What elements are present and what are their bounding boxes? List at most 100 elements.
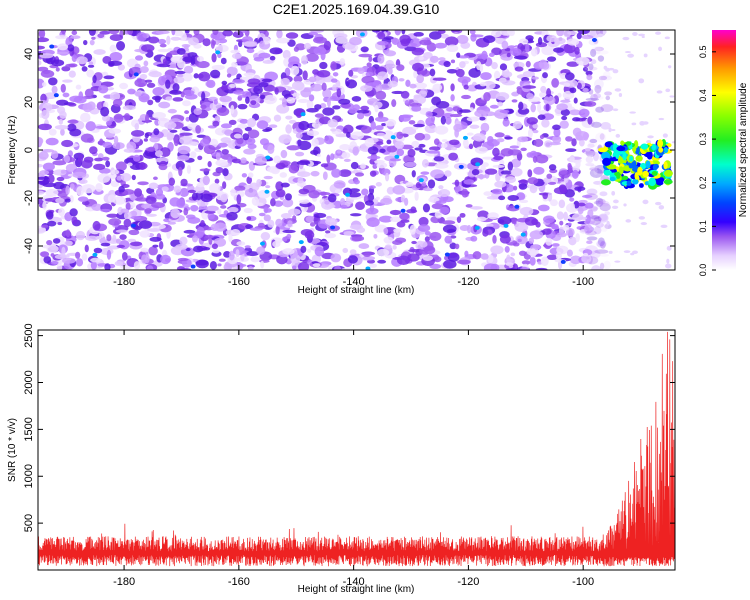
spectrogram-cell: [210, 38, 215, 49]
spectrogram-cell: [605, 95, 611, 101]
spectrogram-cell: [222, 168, 229, 177]
snr-y-tick-label: 1000: [23, 464, 35, 488]
spectrogram-cell: [492, 164, 505, 168]
spectrogram-cell: [133, 261, 141, 270]
spectrogram-cell: [430, 169, 445, 179]
spectrogram-cell: [262, 59, 274, 64]
spectrogram-cell: [269, 55, 276, 61]
spectrogram-cell: [393, 228, 402, 233]
spectrogram-cell: [182, 73, 193, 82]
spectrogram-cell: [565, 148, 577, 153]
spectrogram-cell: [73, 96, 87, 104]
spectrogram-cell: [391, 90, 405, 95]
spectrogram-x-tick-label: -160: [228, 276, 250, 288]
spectrogram-strong-cell: [648, 177, 656, 187]
spectrogram-cell: [164, 121, 177, 129]
spectrogram-cell: [471, 168, 480, 176]
spectrogram-cell: [543, 215, 555, 224]
spectrogram-cell: [93, 247, 103, 254]
spectrogram-cell: [461, 94, 471, 100]
spectrogram-cell: [427, 179, 436, 189]
spectrogram-cell: [165, 79, 171, 89]
spectrogram-cell: [600, 121, 611, 130]
spectrogram-cell: [433, 138, 440, 146]
spectrogram-cell: [259, 40, 265, 48]
spectrogram-cell: [671, 141, 675, 144]
spectrogram-cell: [127, 238, 137, 243]
spectrogram-cell: [83, 39, 88, 46]
spectrogram-cell: [480, 72, 492, 81]
spectrogram-cell: [342, 247, 349, 254]
spectrogram-cell: [477, 99, 487, 104]
spectrogram-cell: [556, 232, 567, 238]
spectrogram-cell: [413, 123, 425, 128]
spectrogram-strong-cell: [651, 143, 657, 151]
spectrogram-cell: [593, 180, 603, 185]
spectrogram-hotspot: [560, 259, 566, 264]
spectrogram-cell: [419, 241, 428, 248]
spectrogram-cell: [377, 71, 389, 81]
spectrogram-cell: [402, 126, 417, 136]
spectrogram-cell: [520, 266, 529, 270]
spectrogram-cell: [320, 163, 329, 168]
spectrogram-strong-cell: [656, 180, 664, 186]
spectrogram-cell: [293, 46, 299, 52]
spectrogram-cell: [585, 230, 597, 236]
spectrogram-cell: [93, 163, 106, 171]
spectrogram-cell: [540, 85, 547, 93]
spectrogram-cell: [441, 220, 456, 225]
spectrogram-cell: [260, 232, 271, 241]
spectrogram-strong-cell: [609, 157, 619, 162]
spectrogram-cell: [614, 88, 622, 92]
spectrogram-cell: [378, 215, 393, 223]
spectrogram-cell: [173, 30, 184, 37]
spectrogram-cell: [498, 195, 506, 201]
spectrogram-cell: [414, 147, 423, 151]
spectrogram-y-tick-label: 20: [23, 96, 35, 108]
spectrogram-cell: [42, 201, 47, 210]
spectrogram-cell: [64, 198, 71, 203]
spectrogram-cell: [158, 163, 168, 171]
spectrogram-cell: [313, 212, 327, 219]
spectrogram-cell: [308, 190, 320, 199]
spectrogram-cell: [161, 186, 169, 192]
spectrogram-cell: [274, 87, 279, 95]
spectrogram-cell: [360, 125, 372, 134]
spectrogram-cell: [300, 228, 313, 236]
spectrogram-cell: [432, 83, 443, 92]
spectrogram-cell: [134, 91, 142, 97]
spectrogram-cell: [332, 105, 341, 110]
spectrogram-cell: [55, 35, 68, 40]
spectrogram-cell: [130, 129, 145, 137]
spectrogram-cell: [45, 137, 59, 146]
spectrogram-cell: [256, 178, 262, 187]
spectrogram-cell: [234, 185, 246, 192]
spectrogram-cell: [296, 160, 311, 166]
spectrogram-cell: [305, 53, 319, 62]
spectrogram-cell: [632, 31, 638, 36]
spectrogram-cell: [324, 200, 330, 205]
spectrogram-cell: [184, 30, 190, 34]
spectrogram-cell: [237, 94, 252, 98]
spectrogram-cell: [473, 133, 486, 142]
spectrogram-cell: [38, 151, 49, 160]
spectrogram-cell: [566, 249, 573, 257]
spectrogram-cell: [334, 189, 341, 194]
spectrogram-cell: [446, 107, 454, 112]
spectrogram-cell: [286, 96, 296, 104]
spectrogram-cell: [56, 51, 69, 55]
spectrogram-cell: [280, 213, 292, 219]
spectrogram-cell: [429, 68, 436, 77]
spectrogram-cell: [459, 61, 466, 69]
spectrogram-strong-cell: [637, 166, 643, 176]
spectrogram-cell: [130, 241, 143, 247]
spectrogram-cell: [48, 128, 57, 136]
spectrogram-cell: [578, 108, 590, 118]
spectrogram-cell: [59, 110, 67, 119]
spectrogram-cell: [558, 184, 567, 192]
spectrogram-cell: [353, 179, 360, 185]
spectrogram-cell: [539, 134, 545, 140]
spectrogram-cell: [361, 255, 376, 261]
spectrogram-cell: [383, 227, 389, 235]
spectrogram-cell: [104, 263, 111, 270]
